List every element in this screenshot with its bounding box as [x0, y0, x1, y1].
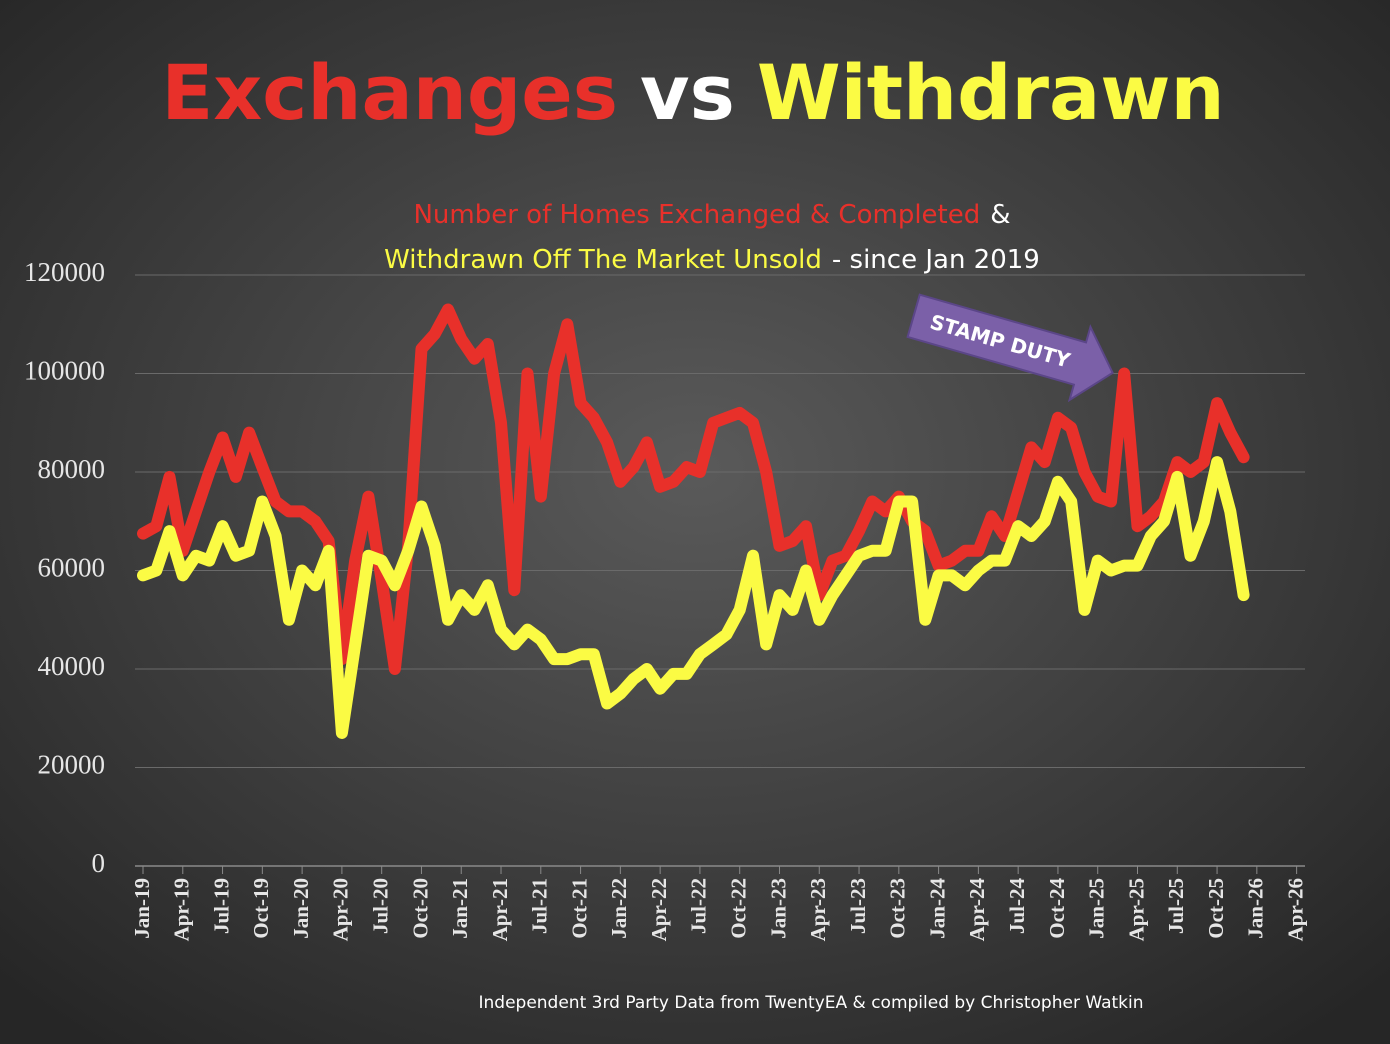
- y-tick-label: 40000: [38, 651, 106, 681]
- y-tick-label: 80000: [38, 454, 106, 484]
- x-tick-label: Jan-19: [130, 878, 154, 939]
- title-part: Withdrawn: [757, 48, 1225, 137]
- x-tick-label: Jul-25: [1164, 878, 1188, 934]
- subtitle-part: Withdrawn Off The Market Unsold: [384, 245, 822, 275]
- x-tick-label: Jan-22: [607, 878, 631, 939]
- x-tick-label: Apr-22: [647, 878, 671, 941]
- x-tick-label: Apr-26: [1283, 878, 1307, 941]
- x-tick-label: Jul-24: [1005, 878, 1029, 935]
- plot: 0 20000 40000 60000 80000 100000 120000 Jan-19 A…: [24, 257, 1307, 941]
- x-tick-label: Jan-24: [925, 878, 949, 939]
- y-tick-label: 100000: [24, 356, 105, 386]
- x-tick-label: Jul-21: [528, 878, 552, 934]
- x-tick-label: Oct-24: [1045, 878, 1069, 939]
- x-tick-label: Oct-20: [408, 878, 432, 939]
- subtitle-line: Number of Homes Exchanged & Completed &: [413, 200, 1010, 230]
- stamp-duty-arrow: STAMP DUTY: [906, 293, 1114, 403]
- x-tick-label: Apr-19: [170, 878, 194, 941]
- title-text: Exchanges vs Withdrawn: [161, 48, 1224, 137]
- subtitle-line: Withdrawn Off The Market Unsold - since J…: [384, 245, 1040, 275]
- y-tick-label: 0: [92, 848, 106, 878]
- title-part: vs: [640, 48, 735, 137]
- x-tick-label: Oct-21: [567, 878, 591, 939]
- subtitle: Number of Homes Exchanged & Completed &Wi…: [384, 200, 1040, 275]
- x-tick-label: Jul-23: [846, 878, 870, 934]
- x-tick-label: Jan-25: [1085, 878, 1109, 939]
- series-line: [137, 303, 1250, 675]
- subtitle-part: &: [990, 200, 1010, 230]
- x-tick-label: Apr-20: [329, 878, 353, 941]
- x-tick-label: Apr-25: [1124, 878, 1148, 941]
- x-tick-label: Apr-24: [965, 878, 989, 942]
- title: Exchanges vs Withdrawn: [161, 48, 1224, 137]
- footer: Independent 3rd Party Data from TwentyEA…: [478, 993, 1143, 1013]
- subtitle-part: - since Jan 2019: [832, 245, 1040, 275]
- x-tick-label: Apr-21: [488, 878, 512, 941]
- arrow-shape: [906, 293, 1114, 403]
- x-tick-label: Jul-19: [209, 878, 233, 934]
- x-tick-label: Apr-23: [806, 878, 830, 941]
- x-tick-label: Jul-20: [368, 878, 392, 934]
- x-tick-label: Oct-25: [1204, 878, 1228, 939]
- x-tick-label: Jul-22: [687, 878, 711, 934]
- x-tick-label: Jan-21: [448, 878, 472, 939]
- x-tick-label: Oct-19: [249, 878, 273, 939]
- x-tick-label: Jan-26: [1244, 878, 1268, 939]
- y-tick-label: 20000: [38, 750, 106, 780]
- series-line: [137, 456, 1250, 739]
- title-part: Exchanges: [161, 48, 618, 137]
- subtitle-part: Number of Homes Exchanged & Completed: [413, 200, 980, 230]
- y-tick-label: 60000: [38, 553, 106, 583]
- y-tick-label: 120000: [24, 257, 105, 287]
- x-tick-label: Oct-22: [727, 878, 751, 939]
- x-tick-label: Oct-23: [886, 878, 910, 939]
- x-tick-label: Jan-20: [289, 878, 313, 939]
- x-tick-label: Jan-23: [766, 878, 790, 939]
